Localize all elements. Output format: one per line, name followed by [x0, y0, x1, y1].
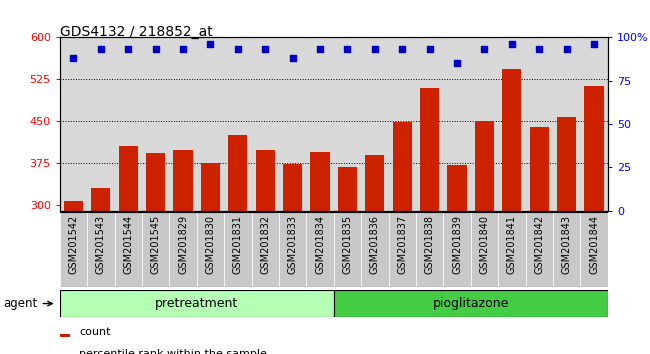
Bar	[443, 212, 471, 287]
Text: GSM201543: GSM201543	[96, 215, 106, 274]
Bar	[283, 164, 302, 211]
Bar	[530, 127, 549, 211]
Bar	[142, 212, 170, 287]
Point	[233, 46, 243, 52]
Text: GSM201842: GSM201842	[534, 215, 544, 274]
Text: GSM201833: GSM201833	[288, 215, 298, 274]
Text: GSM201829: GSM201829	[178, 215, 188, 274]
Bar	[420, 87, 439, 211]
Bar	[365, 155, 384, 211]
Text: GSM201834: GSM201834	[315, 215, 325, 274]
Point	[205, 41, 216, 47]
Bar	[60, 334, 70, 337]
Bar	[91, 188, 111, 211]
Text: GSM201838: GSM201838	[424, 215, 435, 274]
Text: percentile rank within the sample: percentile rank within the sample	[79, 348, 267, 354]
Text: GSM201832: GSM201832	[260, 215, 270, 274]
Bar	[146, 153, 165, 211]
Point	[589, 41, 599, 47]
Bar	[361, 212, 389, 287]
Text: agent: agent	[3, 297, 38, 310]
Point	[315, 46, 325, 52]
Point	[343, 46, 353, 52]
Bar	[447, 165, 467, 211]
Bar	[502, 69, 521, 211]
Point	[68, 55, 79, 61]
Text: pioglitazone: pioglitazone	[433, 297, 509, 310]
Text: count: count	[79, 327, 110, 337]
Bar	[334, 290, 608, 317]
Text: GSM201839: GSM201839	[452, 215, 462, 274]
Text: GSM201544: GSM201544	[124, 215, 133, 274]
Bar	[114, 212, 142, 287]
Bar	[389, 212, 416, 287]
Bar	[60, 290, 334, 317]
Text: GSM201831: GSM201831	[233, 215, 243, 274]
Bar	[252, 212, 279, 287]
Point	[534, 46, 545, 52]
Bar	[228, 135, 248, 211]
Bar	[584, 86, 604, 211]
Point	[506, 41, 517, 47]
Text: GSM201830: GSM201830	[205, 215, 216, 274]
Bar	[416, 212, 443, 287]
Text: GSM201837: GSM201837	[397, 215, 408, 274]
Bar	[224, 212, 252, 287]
Point	[123, 46, 133, 52]
Bar	[87, 212, 114, 287]
Point	[260, 46, 270, 52]
Point	[452, 61, 462, 66]
Point	[178, 46, 188, 52]
Bar	[334, 212, 361, 287]
Bar	[279, 212, 306, 287]
Text: GSM201545: GSM201545	[151, 215, 161, 274]
Bar	[119, 146, 138, 211]
Text: GSM201542: GSM201542	[68, 215, 79, 274]
Bar	[174, 150, 192, 211]
Bar	[64, 201, 83, 211]
Text: GSM201844: GSM201844	[589, 215, 599, 274]
Bar	[475, 121, 494, 211]
Bar	[526, 212, 553, 287]
Text: GSM201843: GSM201843	[562, 215, 571, 274]
Point	[479, 46, 489, 52]
Bar	[311, 152, 330, 211]
Text: GSM201835: GSM201835	[343, 215, 352, 274]
Bar	[393, 122, 412, 211]
Bar	[553, 212, 580, 287]
Text: GSM201840: GSM201840	[480, 215, 489, 274]
Bar	[338, 167, 357, 211]
Point	[96, 46, 106, 52]
Bar	[170, 212, 197, 287]
Bar	[201, 163, 220, 211]
Bar	[580, 212, 608, 287]
Text: GDS4132 / 218852_at: GDS4132 / 218852_at	[60, 25, 213, 39]
Point	[151, 46, 161, 52]
Bar	[255, 150, 275, 211]
Text: GSM201841: GSM201841	[507, 215, 517, 274]
Point	[562, 46, 572, 52]
Bar	[197, 212, 224, 287]
Text: pretreatment: pretreatment	[155, 297, 239, 310]
Bar	[471, 212, 498, 287]
Point	[287, 55, 298, 61]
Point	[397, 46, 408, 52]
Bar	[498, 212, 526, 287]
Text: GSM201836: GSM201836	[370, 215, 380, 274]
Point	[370, 46, 380, 52]
Bar	[557, 116, 577, 211]
Point	[424, 46, 435, 52]
Bar	[306, 212, 334, 287]
Bar	[60, 212, 87, 287]
